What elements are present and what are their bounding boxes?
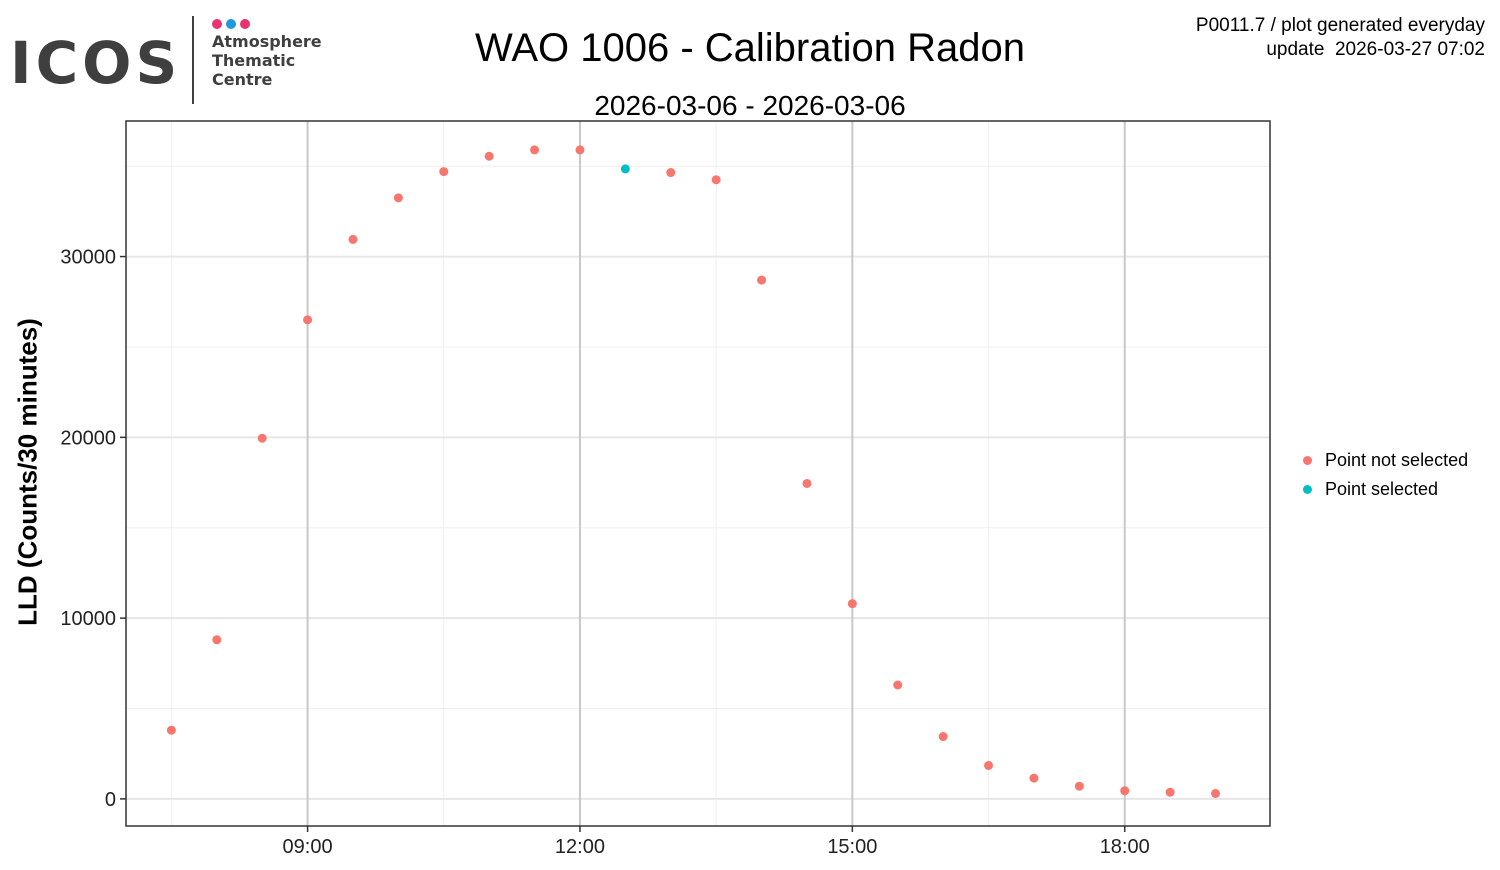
legend-marker (1303, 485, 1312, 494)
plot-meta: P0011.7 / plot generated everyday update… (1196, 14, 1485, 62)
chart-title: WAO 1006 - Calibration Radon (475, 26, 1025, 70)
x-tick-label: 18:00 (1100, 836, 1150, 858)
chart-subtitle: 2026-03-06 - 2026-03-06 (594, 90, 906, 121)
legend-label: Point not selected (1325, 450, 1469, 470)
plot-border (125, 120, 1271, 827)
icos-logo: ICOS Atmosphere Thematic Centre (10, 14, 330, 106)
logo-dots (212, 16, 254, 29)
logo-divider (192, 16, 194, 104)
data-point (393, 193, 403, 203)
y-tick-label: 10000 (60, 608, 116, 630)
data-point (984, 760, 994, 770)
data-point (1120, 786, 1130, 796)
data-point (938, 732, 948, 742)
x-tick-label: 09:00 (283, 836, 333, 858)
legend-label: Point selected (1325, 479, 1439, 499)
logo-caption: Atmosphere Thematic Centre (212, 32, 322, 89)
y-tick-label: 20000 (60, 427, 116, 449)
meta-update: update 2026-03-27 07:02 (1266, 39, 1485, 60)
legend-item-not-selected: Point not selected (1300, 446, 1468, 475)
logo-dot (240, 19, 250, 29)
y-tick-label: 0 (105, 789, 116, 811)
data-point (711, 175, 721, 185)
data-point (257, 433, 267, 443)
y-tick-label: 30000 (60, 247, 116, 269)
data-point (439, 167, 449, 177)
logo-line: Centre (212, 70, 273, 89)
data-point (166, 725, 176, 735)
logo-wordmark: ICOS (10, 29, 182, 97)
plot-panel (126, 121, 1270, 826)
x-tick-label: 15:00 (827, 836, 877, 858)
data-point (666, 168, 676, 178)
data-point (1029, 773, 1039, 783)
legend-item-selected: Point selected (1300, 475, 1468, 504)
data-point (1074, 781, 1084, 791)
meta-generated: P0011.7 / plot generated everyday (1195, 15, 1485, 36)
legend-marker (1303, 456, 1312, 465)
data-point (757, 275, 767, 285)
data-point (484, 151, 494, 161)
logo-dot (226, 19, 236, 29)
logo-line: Thematic (212, 51, 296, 70)
legend: Point not selected Point selected (1300, 446, 1468, 504)
x-tick-label: 12:00 (555, 836, 605, 858)
data-point (893, 680, 903, 690)
data-point (802, 478, 812, 488)
logo-line: Atmosphere (212, 32, 322, 51)
data-point (530, 145, 540, 155)
data-point (348, 234, 358, 244)
data-point (1211, 788, 1221, 798)
data-point (575, 145, 585, 155)
data-point (847, 599, 857, 609)
data-point (212, 635, 222, 645)
data-point-selected (620, 164, 630, 174)
logo-dot (212, 19, 222, 29)
data-point (1165, 787, 1175, 797)
data-point (303, 315, 313, 325)
